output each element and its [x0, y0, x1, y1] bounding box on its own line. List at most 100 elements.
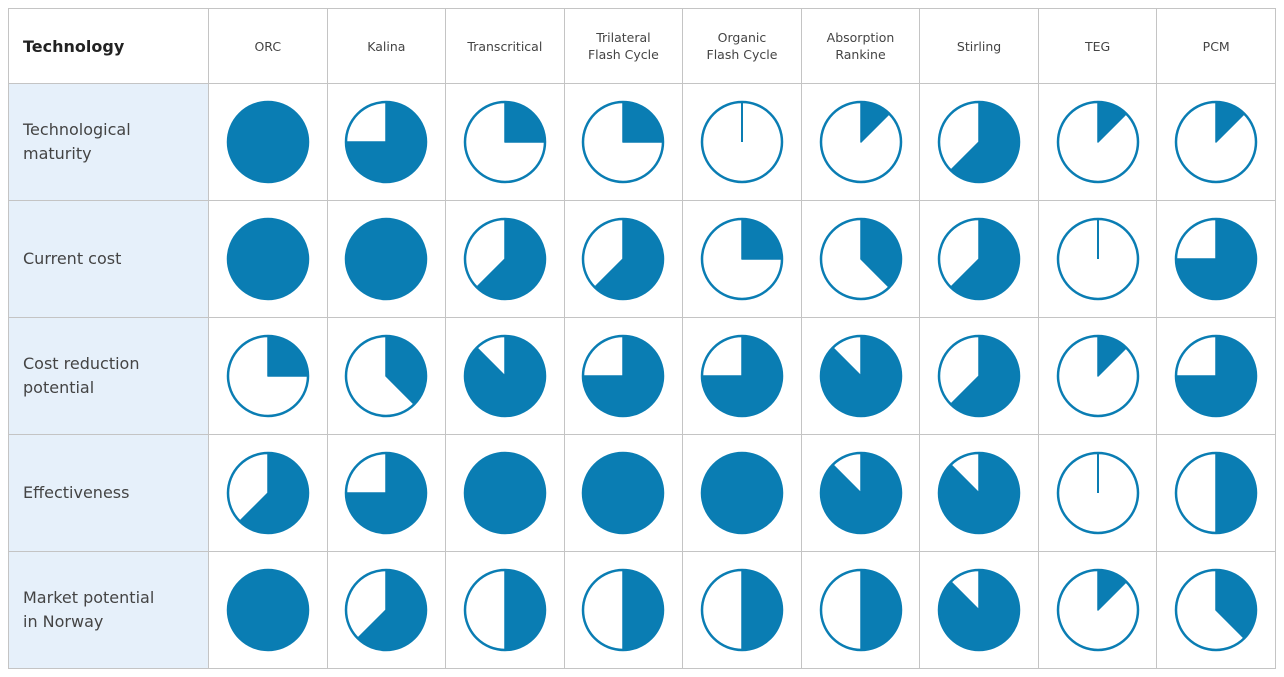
ball [937, 100, 1021, 184]
harvey-ball [937, 451, 1021, 535]
ball [226, 100, 310, 184]
harvey-ball [345, 568, 428, 652]
row-label: Technological maturity [23, 120, 131, 163]
harvey-ball [1056, 217, 1139, 301]
column-header: Transcritical [445, 8, 565, 84]
harvey-ball [937, 568, 1021, 652]
ball [463, 451, 547, 535]
row: Effectiveness [8, 434, 1276, 552]
ball-wedge [1215, 569, 1257, 640]
ball-cell [800, 551, 921, 669]
ball-wedge [950, 218, 1020, 300]
harvey-ball [700, 451, 784, 535]
ball-cell [445, 83, 565, 201]
ball-wedge [622, 101, 665, 143]
ball-wedge [741, 218, 783, 260]
ball-cell [326, 434, 447, 552]
ball [1174, 568, 1258, 652]
column-label: Kalina [367, 38, 406, 54]
ball [1174, 334, 1258, 418]
row: Current cost [8, 200, 1276, 318]
ball-wedge [385, 335, 428, 406]
ball [819, 100, 902, 184]
harvey-ball [226, 451, 310, 535]
ball [937, 451, 1021, 535]
column-header: TEG [1037, 8, 1158, 84]
ball [937, 334, 1021, 418]
ball-wedge [357, 569, 428, 651]
ball-wedge [594, 218, 665, 300]
column-header: Organic Flash Cycle [682, 8, 802, 84]
ball [345, 568, 428, 652]
ball-wedge [1215, 452, 1257, 534]
ball [345, 100, 428, 184]
ball [1056, 568, 1139, 652]
column-header: Stirling [919, 8, 1039, 84]
harvey-ball [937, 334, 1021, 418]
column-header: PCM [1156, 8, 1276, 84]
ball-wedge [1096, 101, 1127, 143]
ball-wedge [950, 101, 1020, 183]
harvey-ball [463, 334, 547, 418]
ball [1056, 451, 1139, 535]
ball [345, 334, 428, 418]
row-label: Cost reduction potential [23, 354, 140, 397]
harvey-ball [226, 334, 310, 418]
ball-wedge [859, 101, 890, 143]
ball-wedge [938, 452, 1020, 534]
harvey-ball [345, 334, 428, 418]
ball [819, 568, 902, 652]
ball-fill [463, 451, 547, 535]
ball-wedge [622, 569, 665, 651]
ball-cell [445, 200, 565, 318]
harvey-ball [463, 217, 547, 301]
ball [582, 568, 665, 652]
harvey-ball [1174, 100, 1258, 184]
harvey-ball [1174, 451, 1258, 535]
ball-wedge [938, 569, 1020, 651]
ball-cell [682, 200, 802, 318]
harvey-ball [700, 217, 784, 301]
ball-cell [682, 434, 802, 552]
harvey-ball [1174, 568, 1258, 652]
ball [700, 334, 784, 418]
row-label: Current cost [23, 249, 122, 268]
row: Cost reduction potential [8, 317, 1276, 435]
ball-wedge [859, 569, 902, 651]
ball-wedge [475, 218, 546, 300]
ball-wedge [504, 569, 546, 651]
row: Technological maturity [8, 83, 1276, 201]
ball-wedge [1096, 335, 1127, 377]
ball-cell [682, 83, 802, 201]
ball [819, 451, 902, 535]
ball [819, 217, 902, 301]
ball-fill [226, 568, 310, 652]
ball-cell [1156, 83, 1276, 201]
ball-fill [345, 217, 428, 301]
column-label: Organic Flash Cycle [706, 30, 778, 62]
ball-cell [326, 83, 447, 201]
ball-cell [326, 551, 447, 669]
ball-wedge [464, 335, 546, 417]
harvey-table: Technology ORC Kalina Transcritical Trilate… [8, 8, 1276, 669]
ball-cell [682, 317, 802, 435]
ball-wedge [1096, 569, 1127, 611]
ball-cell [682, 551, 802, 669]
harvey-ball [700, 100, 784, 184]
ball-cell [563, 83, 684, 201]
ball-wedge [1175, 335, 1257, 417]
ball [937, 568, 1021, 652]
harvey-ball [345, 451, 428, 535]
ball-cell [208, 434, 328, 552]
ball-fill [226, 217, 310, 301]
ball-cell [800, 317, 921, 435]
harvey-ball [582, 100, 665, 184]
column-header: Trilateral Flash Cycle [563, 8, 684, 84]
ball-cell [1037, 317, 1158, 435]
ball-cell [208, 83, 328, 201]
ball-cell [919, 83, 1039, 201]
row-label-cell: Effectiveness [8, 434, 209, 552]
ball-cell [1037, 551, 1158, 669]
ball [582, 334, 665, 418]
harvey-ball [937, 100, 1021, 184]
